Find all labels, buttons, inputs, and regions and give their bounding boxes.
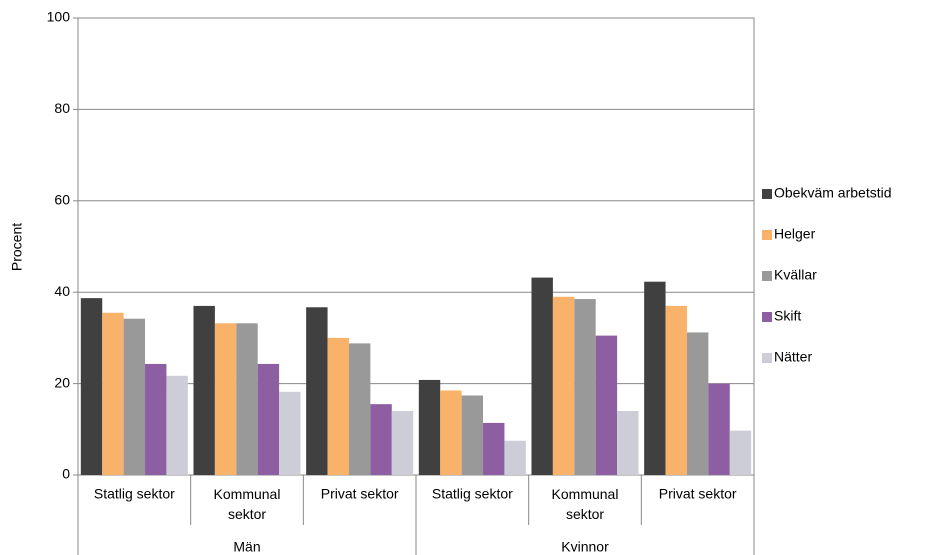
bar xyxy=(391,411,414,475)
bar xyxy=(145,363,167,475)
x-tick-label: Kommunal sektor xyxy=(214,486,281,522)
bar xyxy=(257,363,280,475)
bar xyxy=(665,305,687,475)
bar xyxy=(729,430,752,475)
bar xyxy=(418,379,441,475)
bar xyxy=(531,277,553,475)
bar xyxy=(644,281,666,475)
bar xyxy=(552,296,575,475)
legend-swatch xyxy=(762,312,772,322)
bar xyxy=(236,323,258,475)
bar xyxy=(483,422,505,475)
y-tick-label: 60 xyxy=(54,192,70,208)
y-axis-label: Procent xyxy=(9,223,25,271)
bar xyxy=(279,391,301,475)
legend-swatch xyxy=(762,189,772,199)
bar xyxy=(80,298,103,475)
x-tick-label: Kommunal sektor xyxy=(552,486,619,522)
group-label: Män xyxy=(233,539,260,555)
bar xyxy=(708,383,730,475)
legend-swatch xyxy=(762,271,772,281)
bar xyxy=(214,323,237,475)
legend-label: Obekväm arbetstid xyxy=(774,185,892,201)
bar xyxy=(166,375,188,475)
bar xyxy=(504,440,526,475)
legend-label: Nätter xyxy=(774,349,812,365)
legend-swatch xyxy=(762,353,772,363)
y-tick-label: 0 xyxy=(62,466,70,482)
bar xyxy=(574,299,596,475)
y-tick-label: 40 xyxy=(54,283,70,299)
legend-label: Skift xyxy=(774,308,801,324)
bar xyxy=(327,337,349,475)
bar xyxy=(595,335,618,475)
bar xyxy=(348,343,371,475)
bar xyxy=(123,318,146,475)
bar xyxy=(617,411,639,475)
bar xyxy=(461,395,484,475)
x-tick-label: Privat sektor xyxy=(659,486,737,502)
x-tick-label: Statlig sektor xyxy=(432,486,513,502)
bar xyxy=(370,404,392,475)
bar xyxy=(102,312,124,475)
x-tick-label: Privat sektor xyxy=(321,486,399,502)
y-tick-label: 80 xyxy=(54,100,70,116)
legend-swatch xyxy=(762,230,772,240)
bar xyxy=(440,390,462,475)
y-tick-label: 100 xyxy=(47,9,71,25)
legend-label: Helger xyxy=(774,226,816,242)
legend-label: Kvällar xyxy=(774,267,817,283)
y-tick-label: 20 xyxy=(54,374,70,390)
group-label: Kvinnor xyxy=(561,539,609,555)
bar xyxy=(193,305,215,475)
x-tick-label: Statlig sektor xyxy=(94,486,175,502)
bar xyxy=(686,332,709,475)
bar xyxy=(306,307,328,475)
